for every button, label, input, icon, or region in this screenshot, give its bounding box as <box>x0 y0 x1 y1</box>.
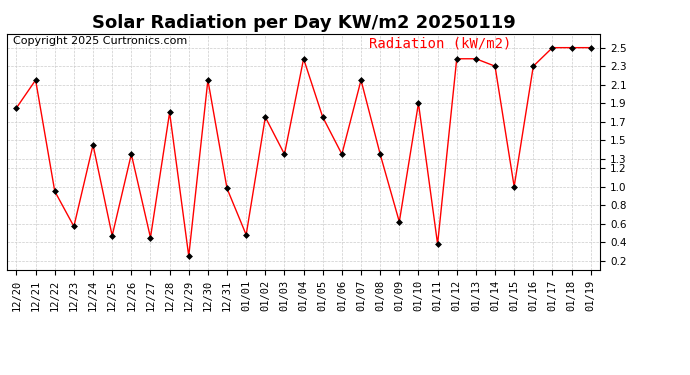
Title: Solar Radiation per Day KW/m2 20250119: Solar Radiation per Day KW/m2 20250119 <box>92 14 515 32</box>
Text: Radiation (kW/m2): Radiation (kW/m2) <box>369 36 511 50</box>
Text: Copyright 2025 Curtronics.com: Copyright 2025 Curtronics.com <box>13 36 187 46</box>
